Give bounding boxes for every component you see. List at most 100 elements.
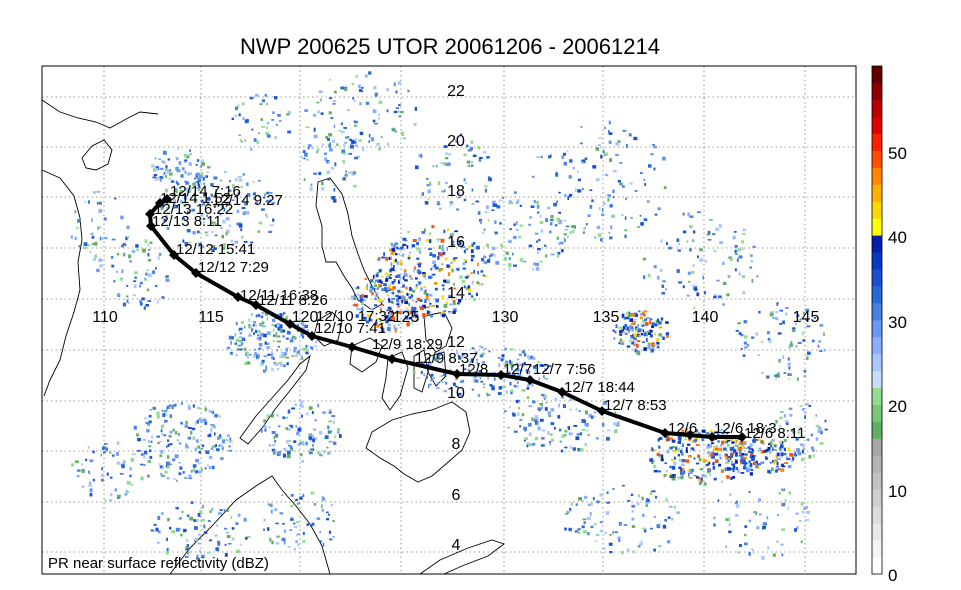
colorbar-tick-label: 20 <box>888 397 907 416</box>
track-marker <box>307 331 317 341</box>
track-point-label: 12/7 <box>503 361 532 378</box>
track-marker <box>597 406 607 416</box>
track-marker <box>155 198 165 208</box>
track-marker <box>685 430 695 440</box>
track-marker <box>285 319 295 329</box>
colorbar-swatch <box>872 404 882 422</box>
colorbar-swatch <box>872 116 882 135</box>
track-point-label: 12/10 17:32 <box>316 308 395 325</box>
colorbar-swatch <box>872 150 882 168</box>
colorbar-swatch <box>872 286 882 304</box>
map-title: NWP 200625 UTOR 20061206 - 20061214 <box>240 34 660 59</box>
colorbar-swatch <box>872 66 882 84</box>
colorbar-swatch <box>872 82 882 101</box>
latitude-label: 22 <box>447 83 465 100</box>
longitude-labels: 110 115 120 125 130 135 140 145 <box>92 309 819 326</box>
colorbar-swatch <box>872 218 882 236</box>
map-plot-area <box>42 66 856 574</box>
track-marker <box>496 370 506 380</box>
colorbar-tick-label: 50 <box>888 144 907 163</box>
track-point-label: 12/7 7:56 <box>533 361 596 378</box>
track-point-label: 12/13 8:11 <box>152 213 222 230</box>
colorbar-swatch <box>872 370 882 389</box>
track-marker <box>251 300 261 310</box>
colorbar-swatch <box>872 133 882 151</box>
latitude-label: 10 <box>447 385 465 402</box>
colorbar-swatch <box>872 320 882 338</box>
track-point-label: 12/6 8:11 <box>744 425 805 442</box>
reflectivity-field <box>70 71 828 560</box>
colorbar-swatch <box>872 540 882 558</box>
track-point-label: 12/14 1:52 <box>160 190 231 207</box>
longitude-label: 145 <box>793 309 820 326</box>
track-point-label: 12/9 8:37 <box>415 350 478 367</box>
colorbar-tick-label: 30 <box>888 313 907 332</box>
storm-track-markers <box>145 194 747 442</box>
colorbar-swatch <box>872 353 882 372</box>
latitude-label: 4 <box>452 537 461 554</box>
storm-track-line <box>148 197 742 439</box>
track-marker <box>387 354 397 364</box>
longitude-label: 120 <box>292 309 319 326</box>
track-point-label: 12/14 9:27 <box>212 192 283 209</box>
longitude-label: 115 <box>198 309 224 326</box>
colorbar-tick-label: 0 <box>888 566 897 585</box>
track-point-label: 12/7 8:53 <box>604 397 667 414</box>
colorbar-swatch <box>872 269 882 287</box>
track-marker <box>557 387 567 397</box>
colorbar-swatch <box>872 557 882 575</box>
colorbar-tick-label: 10 <box>888 482 907 501</box>
latitude-label: 12 <box>447 334 465 351</box>
colorbar-swatch <box>872 523 882 541</box>
colorbar-frame <box>871 65 883 575</box>
lat-lon-grid <box>42 66 856 574</box>
colorbar-swatch <box>872 235 882 253</box>
colorbar-tick-label: 40 <box>888 228 907 247</box>
track-marker <box>162 194 172 204</box>
track-marker <box>737 432 747 442</box>
track-point-label: 12/7 18:44 <box>564 379 635 396</box>
track-marker <box>347 342 357 352</box>
colorbar-tick-labels: 0 10 20 30 40 50 <box>888 144 907 585</box>
track-marker <box>707 432 717 442</box>
colorbar-swatch <box>872 421 882 439</box>
track-marker <box>145 209 155 219</box>
track-marker <box>452 369 462 379</box>
track-point-label: 12/11 8:26 <box>258 292 328 309</box>
reflectivity-colorbar <box>871 65 883 575</box>
track-marker <box>169 250 179 260</box>
colorbar-swatch <box>872 438 882 456</box>
latitude-label: 6 <box>452 487 461 504</box>
longitude-label: 110 <box>92 309 118 326</box>
colorbar-swatch <box>872 99 882 118</box>
colorbar-swatch <box>872 167 882 185</box>
track-point-label: 12/6 <box>668 420 697 437</box>
longitude-label: 135 <box>593 309 620 326</box>
longitude-label: 130 <box>492 309 519 326</box>
colorbar-swatch <box>872 455 882 473</box>
track-point-label: 12/11 16:38 <box>240 287 318 304</box>
colorbar-swatch <box>872 489 882 507</box>
colorbar-swatch <box>872 506 882 524</box>
track-marker <box>660 428 670 438</box>
latitude-label: 14 <box>447 285 465 302</box>
track-point-label: 12/14 7:16 <box>170 183 241 200</box>
track-point-label: 12/10 7:41 <box>315 320 386 337</box>
colorbar-swatch <box>872 252 882 270</box>
colorbar-swatch <box>872 387 882 405</box>
track-point-label: 12/8 <box>459 361 488 378</box>
longitude-label: 125 <box>393 309 420 326</box>
track-point-label: 12/12 7:29 <box>198 259 269 276</box>
reflectivity-caption: PR near surface reflectivity (dBZ) <box>48 555 269 572</box>
colorbar-swatch <box>872 201 882 219</box>
track-marker <box>191 268 201 278</box>
colorbar-swatch <box>872 303 882 321</box>
latitude-labels: 22 20 18 16 14 12 10 8 6 4 <box>447 83 465 554</box>
colorbar-swatch <box>872 336 882 355</box>
track-point-label: 12/12 15:41 <box>176 241 255 258</box>
track-marker <box>146 221 156 231</box>
track-point-label: 12/13 16:22 <box>154 201 233 218</box>
colorbar-swatch <box>872 472 882 490</box>
